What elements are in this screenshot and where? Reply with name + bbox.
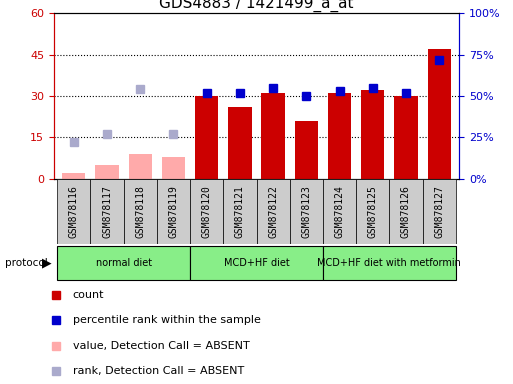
Bar [124,179,157,244]
Text: count: count [73,290,104,300]
Bar [190,246,323,280]
Text: GSM878126: GSM878126 [401,185,411,238]
Bar [323,246,456,280]
Bar [294,121,318,179]
Bar [262,93,285,179]
Text: GSM878117: GSM878117 [102,185,112,238]
Bar [361,91,384,179]
Bar [90,179,124,244]
Bar [394,96,418,179]
Text: MCD+HF diet with metformin: MCD+HF diet with metformin [318,258,461,268]
Text: GSM878119: GSM878119 [168,185,179,238]
Bar [323,179,356,244]
Text: GSM878123: GSM878123 [301,185,311,238]
Bar [256,179,290,244]
Text: percentile rank within the sample: percentile rank within the sample [73,315,261,325]
Bar [423,179,456,244]
Text: protocol: protocol [5,258,48,268]
Text: ▶: ▶ [42,257,52,270]
Bar [129,154,152,179]
Bar [290,179,323,244]
Bar [95,165,119,179]
Text: GSM878125: GSM878125 [368,185,378,238]
Bar [57,246,190,280]
Bar [57,179,90,244]
Text: GSM878120: GSM878120 [202,185,212,238]
Text: GSM878116: GSM878116 [69,185,79,238]
Title: GDS4883 / 1421499_a_at: GDS4883 / 1421499_a_at [159,0,354,12]
Bar [356,179,389,244]
Bar [389,179,423,244]
Bar [223,179,256,244]
Text: GSM878122: GSM878122 [268,185,278,238]
Bar [162,157,185,179]
Bar [228,107,251,179]
Bar [157,179,190,244]
Text: GSM878118: GSM878118 [135,185,145,238]
Bar [427,49,451,179]
Text: GSM878121: GSM878121 [235,185,245,238]
Text: GSM878124: GSM878124 [334,185,345,238]
Bar [190,179,223,244]
Text: MCD+HF diet: MCD+HF diet [224,258,289,268]
Text: value, Detection Call = ABSENT: value, Detection Call = ABSENT [73,341,249,351]
Text: rank, Detection Call = ABSENT: rank, Detection Call = ABSENT [73,366,244,376]
Bar [328,93,351,179]
Bar [195,96,219,179]
Bar [62,173,86,179]
Text: GSM878127: GSM878127 [434,185,444,238]
Text: normal diet: normal diet [95,258,152,268]
